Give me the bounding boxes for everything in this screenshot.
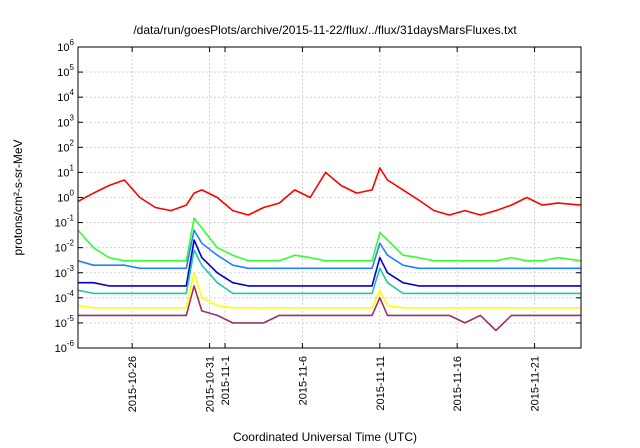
y-tick-label: 102 [57, 138, 74, 154]
y-tick-label: 100 [57, 189, 74, 205]
series-line [77, 217, 582, 262]
x-tick-label: 2015-10-31 [205, 356, 217, 412]
y-tick-label: 10-5 [55, 314, 75, 330]
x-tick-label: 2015-11-6 [297, 356, 309, 405]
series-line [78, 239, 581, 287]
x-tick-label: 2015-11-11 [375, 356, 387, 411]
y-tick-label: 103 [57, 113, 74, 129]
x-tick-label: 2015-10-26 [127, 356, 139, 412]
plot-frame [77, 46, 582, 349]
y-axis-ticks: 10-6 10-5 10-4 10-3 10-2 10-1 100 101 102 103 104 1… [55, 38, 581, 355]
x-axis-ticks: 2015-10-26 2015-10-31 2015-11-1 2015-11-6 20… [127, 47, 542, 412]
series-line [77, 167, 582, 216]
grid-lines [78, 47, 581, 348]
y-tick-label: 105 [57, 63, 74, 79]
series-line [77, 271, 581, 309]
y-tick-label: 10-2 [55, 239, 75, 255]
data-series [77, 167, 582, 332]
series-line [77, 229, 581, 270]
y-axis-label: protons/cm²-s-sr-MeV [11, 139, 25, 255]
y-tick-label: 10-3 [55, 264, 75, 280]
x-axis-label: Coordinated Universal Time (UTC) [233, 430, 417, 444]
series-line [78, 285, 581, 332]
series-line [77, 249, 581, 295]
chart-title: /data/run/goesPlots/archive/2015-11-22/f… [133, 23, 517, 37]
x-tick-label: 2015-11-1 [220, 356, 232, 405]
y-tick-label: 104 [57, 88, 74, 104]
y-tick-label: 101 [57, 163, 74, 179]
x-tick-label: 2015-11-21 [530, 356, 542, 411]
y-tick-label: 10-4 [55, 289, 75, 305]
y-tick-label: 10-6 [55, 339, 75, 355]
y-tick-label: 10-1 [55, 214, 75, 230]
x-tick-label: 2015-11-16 [452, 356, 464, 411]
y-tick-label: 106 [57, 38, 74, 54]
